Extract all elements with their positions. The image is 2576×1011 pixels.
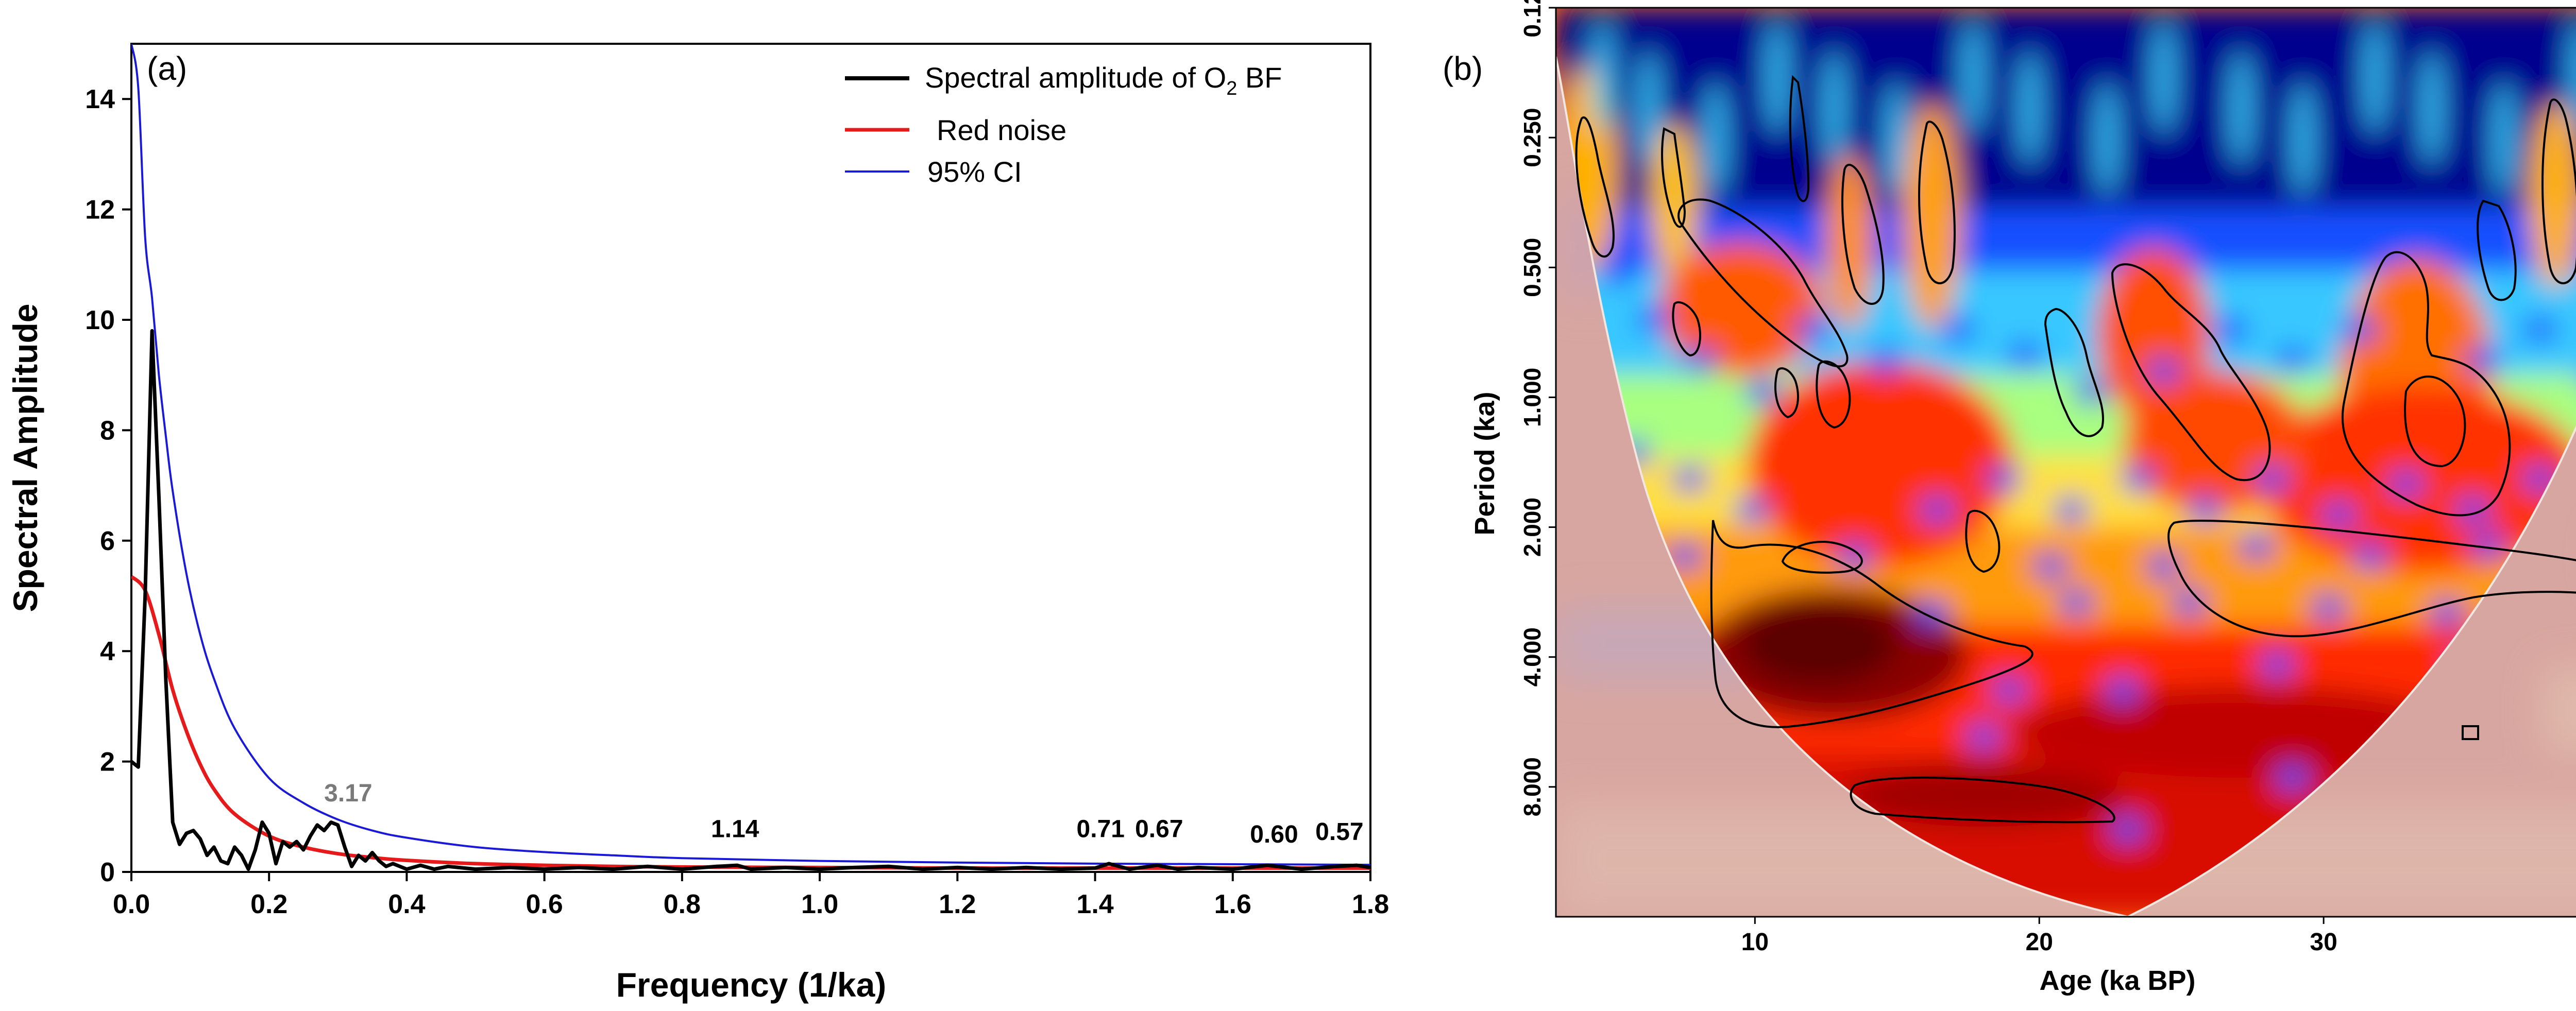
peak-label: 0.67 xyxy=(1135,815,1183,843)
legend: Spectral amplitude of O2 BF Red noise 95… xyxy=(845,61,1282,188)
y-axis-ticks: 0 2 4 6 8 10 12 14 xyxy=(85,84,131,887)
wavelet-y-tick-label: 0.500 xyxy=(1519,238,1546,297)
wavelet-panel: 10203040 0.1250.2500.5001.0002.0004.0008… xyxy=(1443,0,2576,996)
y-tick-label: 6 xyxy=(100,526,115,556)
x-tick-label: 0.0 xyxy=(113,889,150,919)
significance-contours xyxy=(1575,75,2576,824)
y-tick-label: 14 xyxy=(85,84,115,114)
wavelet-plot-frame xyxy=(1555,7,2576,918)
spectral-plot-frame xyxy=(130,43,1371,873)
panel-label-b: (b) xyxy=(1443,50,1483,87)
wavelet-y-ticks: 0.125 0.250 0.500 1.000 2.000 4.000 8.000 xyxy=(1519,0,1556,816)
wavelet-y-tick-label: 0.125 xyxy=(1519,0,1546,38)
y-tick-label: 4 xyxy=(100,637,115,666)
x-tick-label: 1.8 xyxy=(1352,889,1389,919)
wavelet-y-tick-label: 0.250 xyxy=(1519,108,1546,167)
legend-label-red-noise: Red noise xyxy=(937,114,1066,146)
cone-of-influence xyxy=(1556,56,2576,917)
peak-label: 0.60 xyxy=(1250,821,1298,848)
x-tick-label: 0.8 xyxy=(664,889,701,919)
wavelet-y-tick-label: 8.000 xyxy=(1519,757,1546,816)
wavelet-x-tick-label: 20 xyxy=(2026,929,2053,956)
wavelet-y-axis-title: Period (ka) xyxy=(1469,391,1500,535)
y-axis-title: Spectral Amplitude xyxy=(6,304,44,612)
wavelet-x-axis-title: Age (ka BP) xyxy=(2039,965,2195,996)
wavelet-y-tick-label: 1.000 xyxy=(1519,368,1546,427)
x-axis-ticks: 0.0 0.2 0.4 0.6 0.8 1.0 1.2 1.4 1.6 1.8 xyxy=(113,872,1389,919)
y-tick-label: 12 xyxy=(85,195,115,225)
peak-label: 0.71 xyxy=(1077,815,1125,843)
wavelet-x-tick-label: 10 xyxy=(1741,929,1769,956)
x-axis-title: Frequency (1/ka) xyxy=(616,966,887,1004)
wavelet-x-ticks: 10203040 xyxy=(1741,917,2337,956)
x-tick-label: 1.2 xyxy=(939,889,976,919)
wavelet-y-tick-label: 2.000 xyxy=(1519,498,1546,557)
y-tick-label: 8 xyxy=(100,416,115,445)
x-tick-label: 0.6 xyxy=(526,889,563,919)
peak-label: 0.57 xyxy=(1315,818,1363,846)
spectral-amplitude-line xyxy=(131,329,1370,871)
legend-label-ci: 95% CI xyxy=(927,156,1022,188)
x-tick-label: 0.2 xyxy=(250,889,287,919)
wavelet-y-tick-label: 4.000 xyxy=(1519,627,1546,687)
peak-label: 1.14 xyxy=(711,815,759,843)
x-tick-label: 1.0 xyxy=(801,889,838,919)
spectral-panel: 0.0 0.2 0.4 0.6 0.8 1.0 1.2 1.4 1.6 1.8 0 2 4 6 8 10 12… xyxy=(6,43,1389,1004)
y-tick-label: 10 xyxy=(85,305,115,335)
wavelet-x-tick-label: 30 xyxy=(2310,929,2337,956)
ci-95-line xyxy=(131,44,1370,866)
y-tick-label: 2 xyxy=(100,747,115,777)
x-tick-label: 1.4 xyxy=(1076,889,1113,919)
panel-label-a: (a) xyxy=(147,50,187,87)
x-tick-label: 1.6 xyxy=(1214,889,1251,919)
legend-label-spectral: Spectral amplitude of O2 BF xyxy=(925,61,1282,99)
peak-annotations: 3.17 1.14 0.71 0.67 0.60 0.57 xyxy=(324,780,1363,848)
peak-label: 3.17 xyxy=(324,780,372,807)
y-tick-label: 0 xyxy=(100,858,115,887)
x-tick-label: 0.4 xyxy=(388,889,425,919)
